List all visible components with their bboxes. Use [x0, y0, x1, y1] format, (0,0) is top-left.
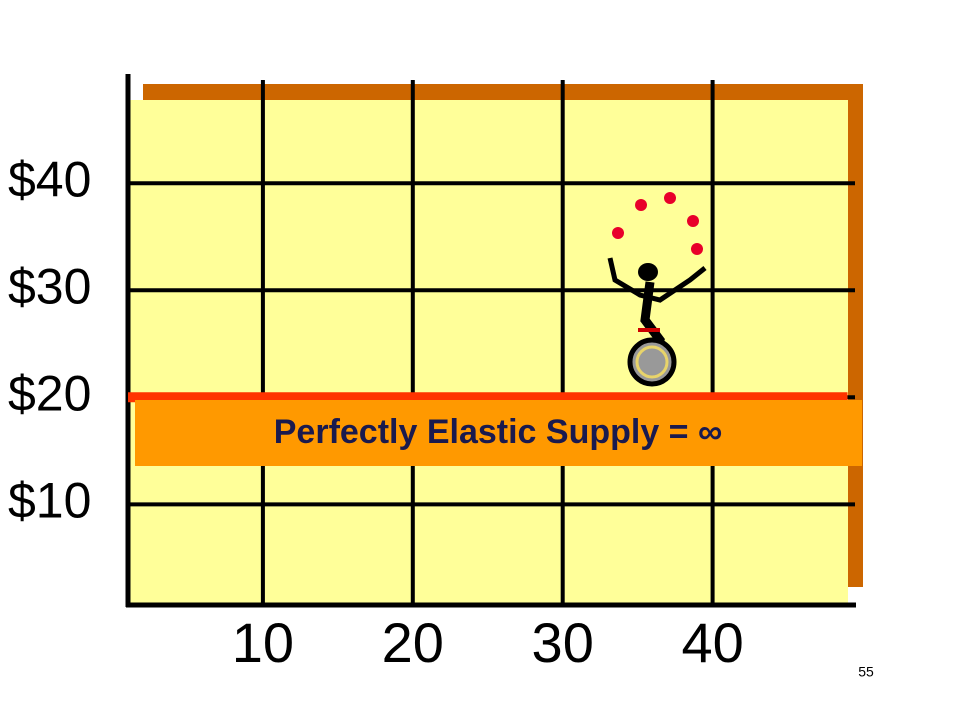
- x-tick-label: 30: [532, 611, 594, 674]
- x-tick-label: 20: [382, 611, 444, 674]
- y-tick-label: $20: [8, 366, 91, 422]
- annotation-box: [135, 400, 862, 466]
- x-tick-label: 40: [681, 611, 743, 674]
- slide-number: 55: [858, 664, 874, 680]
- annotation: Perfectly Elastic Supply = ∞: [274, 413, 722, 451]
- juggler-clipart: [607, 192, 707, 387]
- y-tick-label: $30: [8, 258, 91, 314]
- x-tick-label: 10: [232, 611, 294, 674]
- y-tick-label: $10: [8, 473, 91, 529]
- plot-background: [128, 100, 848, 603]
- y-tick-label: $40: [8, 151, 91, 207]
